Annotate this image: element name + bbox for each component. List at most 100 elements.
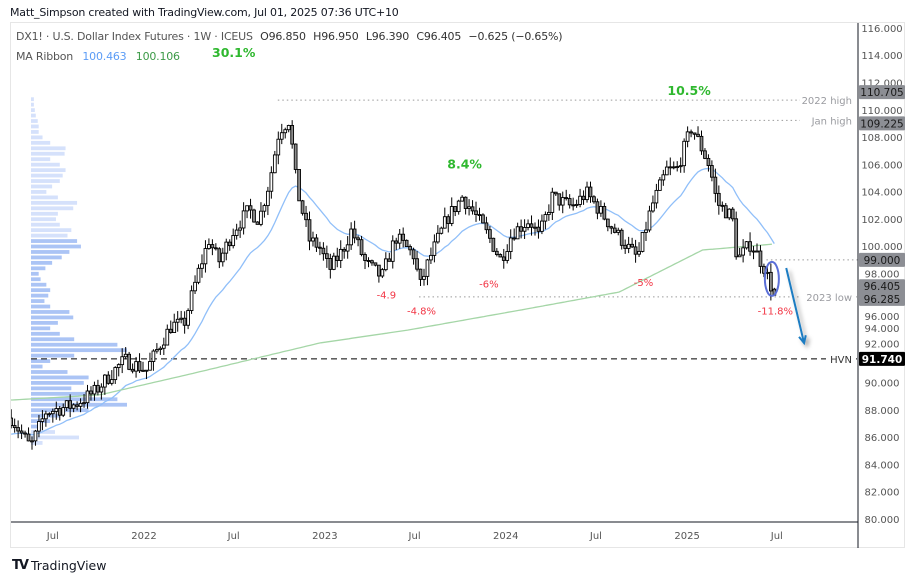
bullish-candle	[599, 206, 603, 214]
bullish-candle	[547, 211, 551, 216]
price-axis-tag	[859, 85, 905, 100]
price-tick-label: 94.000	[865, 324, 900, 335]
bullish-candle	[245, 205, 249, 212]
bearish-candle	[488, 229, 492, 239]
bullish-candle	[151, 350, 156, 362]
brand-name: TradingView	[30, 558, 107, 573]
bullish-candle	[522, 227, 527, 232]
bullish-candle	[134, 361, 138, 372]
bullish-candle	[203, 248, 208, 265]
bearish-candle	[730, 208, 735, 220]
bearish-candle	[609, 226, 614, 229]
bullish-candle	[526, 223, 530, 228]
price-axis-tag-label: 99.000	[864, 255, 901, 267]
bearish-candle	[758, 250, 763, 267]
ma-fast-value: 100.463	[82, 50, 127, 63]
bullish-candle	[345, 244, 350, 252]
price-tick-label: 102.000	[861, 215, 902, 226]
bearish-candle	[342, 248, 347, 252]
volume-profile-bar	[31, 397, 118, 402]
bullish-candle	[82, 402, 86, 405]
projection-arrow-shaft	[785, 267, 806, 344]
volume-profile-bar	[31, 424, 39, 429]
bullish-candle	[144, 369, 149, 372]
bearish-candle	[481, 214, 485, 224]
bearish-candle	[130, 368, 135, 372]
level-label: Jan high	[811, 116, 852, 127]
bullish-candle	[283, 129, 288, 134]
bullish-candle	[744, 241, 749, 249]
price-tick-label: 106.000	[861, 160, 902, 171]
volume-profile-bar	[31, 320, 58, 325]
current-price-tag	[859, 279, 905, 294]
bullish-candle	[380, 269, 385, 277]
bullish-candle	[109, 379, 114, 384]
volume-profile-bar	[31, 342, 118, 347]
bullish-candle	[189, 290, 194, 312]
volume-profile-bar	[31, 288, 51, 293]
bullish-candle	[272, 154, 277, 174]
bearish-candle	[359, 239, 364, 255]
bearish-candle	[210, 244, 215, 249]
price-tick-label: 80.000	[865, 515, 900, 526]
volume-profile-bar	[31, 200, 78, 205]
bullish-candle	[64, 400, 69, 409]
price-tick-label: 104.000	[861, 188, 902, 199]
volume-profile-bar	[31, 140, 51, 145]
price-tick-label: 86.000	[865, 433, 900, 444]
bullish-candle	[349, 228, 353, 246]
bullish-candle	[664, 166, 669, 176]
time-tick-label: 2025	[674, 531, 699, 542]
price-axis[interactable]: 80.000 82.000 84.000 86.000 88.000 90.000 92.0…	[861, 24, 902, 526]
bullish-candle	[626, 243, 631, 249]
volume-profile-bar	[31, 381, 84, 385]
volume-profile-bar	[31, 228, 72, 233]
bearish-candle	[498, 254, 503, 258]
bearish-candle	[252, 209, 256, 223]
price-tick-label: 84.000	[865, 460, 900, 471]
loss-label: -5%	[634, 278, 653, 289]
volume-profile-bar	[31, 97, 34, 102]
volume-profile-bar	[31, 190, 47, 194]
level-label-background	[800, 290, 856, 303]
bullish-candle	[644, 229, 648, 233]
projection-arrow-icon	[785, 267, 807, 346]
volume-profile-bar	[31, 282, 47, 287]
current-price-tag-label: 96.405	[864, 281, 901, 293]
volume-profile-bar	[31, 326, 51, 331]
price-axis-tag	[859, 116, 905, 131]
bullish-candle	[103, 374, 107, 388]
indicator-legend[interactable]: MA Ribbon 100.463 100.106	[16, 50, 180, 63]
volume-profile-bar	[31, 146, 66, 151]
bearish-candle	[713, 176, 718, 194]
volume-profile-bar	[31, 102, 34, 107]
bearish-candle	[16, 427, 20, 432]
price-tick-label: 110.000	[861, 106, 902, 117]
bullish-candle	[661, 174, 666, 181]
bearish-candle	[512, 237, 517, 240]
time-axis[interactable]: Jul 2022 Jul 2023 Jul 2024 Jul 2025 Jul	[46, 531, 783, 542]
bullish-candle	[331, 255, 336, 270]
bearish-candle	[217, 248, 222, 263]
bearish-candle	[318, 246, 322, 249]
price-axis-labels: 110.705 109.225 99.000 96.285 91.740 96.405	[859, 85, 905, 366]
volume-profile-bar	[31, 293, 49, 298]
bearish-candle	[377, 264, 381, 277]
level-label-background	[826, 352, 856, 365]
change-value: −0.625 (−0.65%)	[468, 30, 563, 43]
level-label: HVN	[830, 355, 852, 366]
volume-profile-bar	[31, 266, 46, 271]
bullish-candle	[616, 229, 621, 233]
bearish-candle	[255, 221, 260, 225]
symbol-legend[interactable]: DX1! · U.S. Dollar Index Futures · 1W · …	[16, 30, 566, 43]
price-tick-label: 82.000	[865, 488, 900, 499]
indicator-name: MA Ribbon	[16, 50, 74, 63]
bearish-candle	[418, 268, 423, 280]
ma-slow-line	[11, 243, 772, 401]
volume-profile-bar	[31, 260, 53, 265]
tradingview-brand[interactable]: TV TradingView	[12, 558, 106, 573]
volume-profile-bar	[31, 348, 127, 353]
price-axis-tag-label: 91.740	[862, 354, 903, 366]
bearish-candle	[633, 246, 638, 255]
